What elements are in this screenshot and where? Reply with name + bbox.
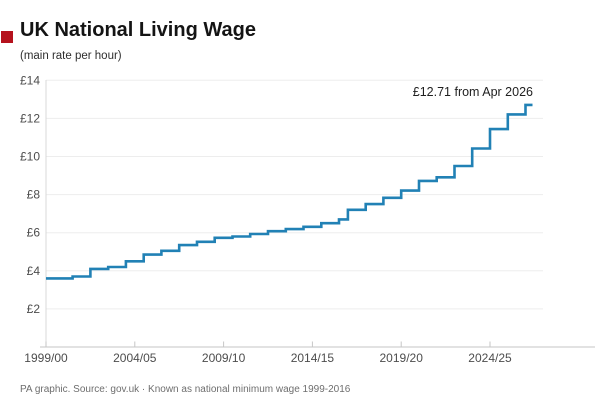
source-note: PA graphic. Source: gov.uk · Known as na… — [20, 384, 351, 395]
y-axis-label: £12 — [20, 111, 40, 125]
x-axis-label: 2024/25 — [468, 351, 512, 365]
y-axis-label: £10 — [20, 150, 40, 164]
y-axis-label: £8 — [27, 188, 41, 202]
page-title: UK National Living Wage — [20, 19, 256, 42]
y-axis-label: £14 — [20, 73, 40, 87]
x-axis-label: 2009/10 — [202, 351, 246, 365]
wage-step-line — [46, 103, 533, 280]
x-axis-label: 1999/00 — [24, 351, 68, 365]
final-value-annotation: £12.71 from Apr 2026 — [413, 85, 533, 99]
chart-subtitle: (main rate per hour) — [20, 50, 122, 62]
x-axis-label: 2014/15 — [291, 351, 335, 365]
pa-brand-square-icon — [1, 31, 13, 43]
x-axis-label: 2004/05 — [113, 351, 157, 365]
y-axis-label: £4 — [27, 264, 41, 278]
y-axis-label: £6 — [27, 226, 41, 240]
x-axis-label: 2019/20 — [380, 351, 424, 365]
y-axis-label: £2 — [27, 302, 41, 316]
